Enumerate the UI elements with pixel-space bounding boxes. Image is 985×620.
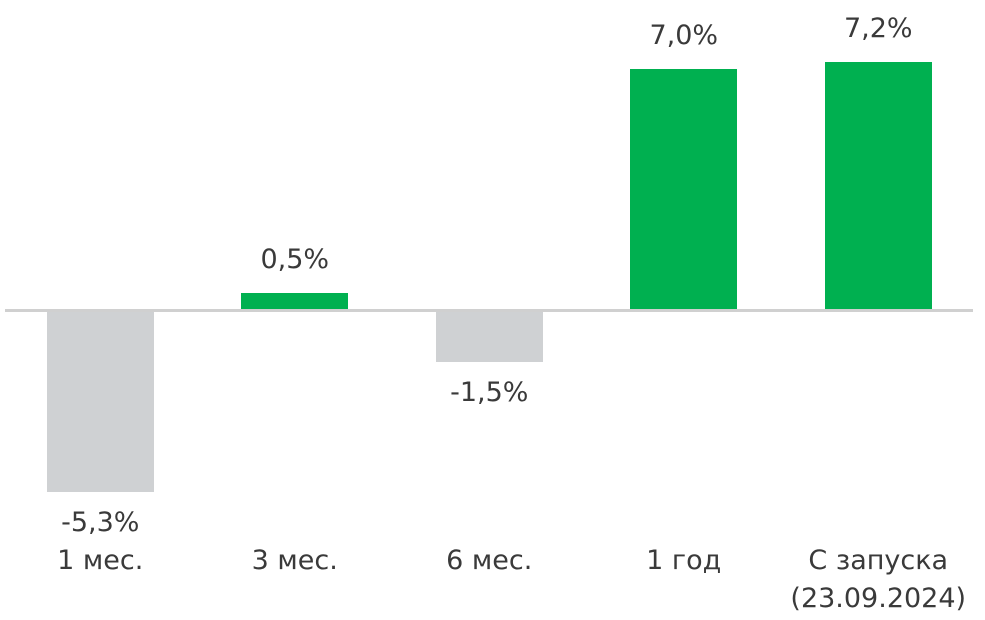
bar bbox=[630, 69, 738, 310]
zero-line bbox=[5, 309, 973, 312]
bar bbox=[824, 62, 932, 310]
value-label: 7,0% bbox=[649, 20, 719, 52]
bar bbox=[241, 292, 349, 310]
x-tick-label: С запуска (23.09.2024) bbox=[790, 545, 967, 614]
value-label: 0,5% bbox=[260, 243, 330, 275]
value-label: 7,2% bbox=[843, 13, 913, 45]
value-label: -5,3% bbox=[61, 507, 140, 539]
x-tick-label: 1 мес. bbox=[57, 545, 144, 576]
x-tick-label: 6 мес. bbox=[446, 545, 533, 576]
value-label: -1,5% bbox=[450, 376, 529, 408]
x-tick-label: 1 год bbox=[646, 545, 722, 576]
x-tick-label: 3 мес. bbox=[251, 545, 338, 576]
bar bbox=[435, 310, 543, 362]
bar bbox=[46, 310, 154, 493]
